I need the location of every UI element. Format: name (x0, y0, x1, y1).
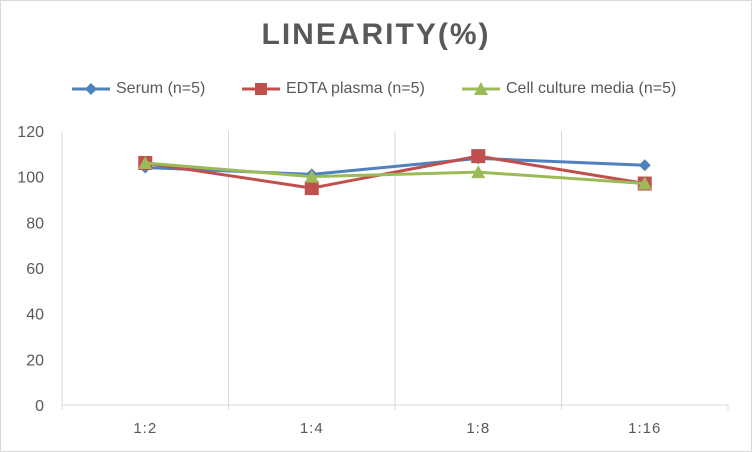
data-point (138, 155, 153, 169)
y-tick-label: 120 (17, 124, 44, 141)
series-line-1 (145, 154, 645, 190)
x-tick-label: 1:8 (466, 420, 490, 437)
chart-title: LINEARITY(%) (261, 18, 491, 51)
y-tick-label: 0 (35, 398, 44, 415)
y-tick-label: 40 (26, 307, 44, 324)
series-line-2 (145, 161, 645, 186)
legend-marker-cell-culture-media (462, 82, 500, 95)
y-tick-label: 80 (26, 215, 44, 232)
y-tick-label: 60 (26, 261, 44, 278)
data-point (471, 149, 486, 164)
data-point (471, 165, 486, 179)
data-point (637, 176, 652, 190)
x-tick-label: 1:4 (300, 420, 324, 437)
legend-label-cell-culture-media: Cell culture media (n=5) (506, 80, 677, 97)
legend-marker-serum (72, 83, 110, 95)
y-tick-label: 20 (26, 352, 44, 369)
x-tick-label: 1:2 (133, 420, 157, 437)
y-tick-label: 100 (17, 170, 44, 187)
data-point (304, 169, 319, 183)
x-tick-label: 1:16 (628, 420, 661, 437)
data-point (638, 159, 651, 172)
legend-marker-edta-plasma (242, 83, 280, 95)
legend: Serum (n=5) EDTA plasma (n=5) Cell cultu… (0, 78, 752, 102)
legend-label-edta-plasma: EDTA plasma (n=5) (286, 80, 425, 97)
legend-label-serum: Serum (n=5) (116, 80, 206, 97)
data-point (304, 181, 319, 196)
